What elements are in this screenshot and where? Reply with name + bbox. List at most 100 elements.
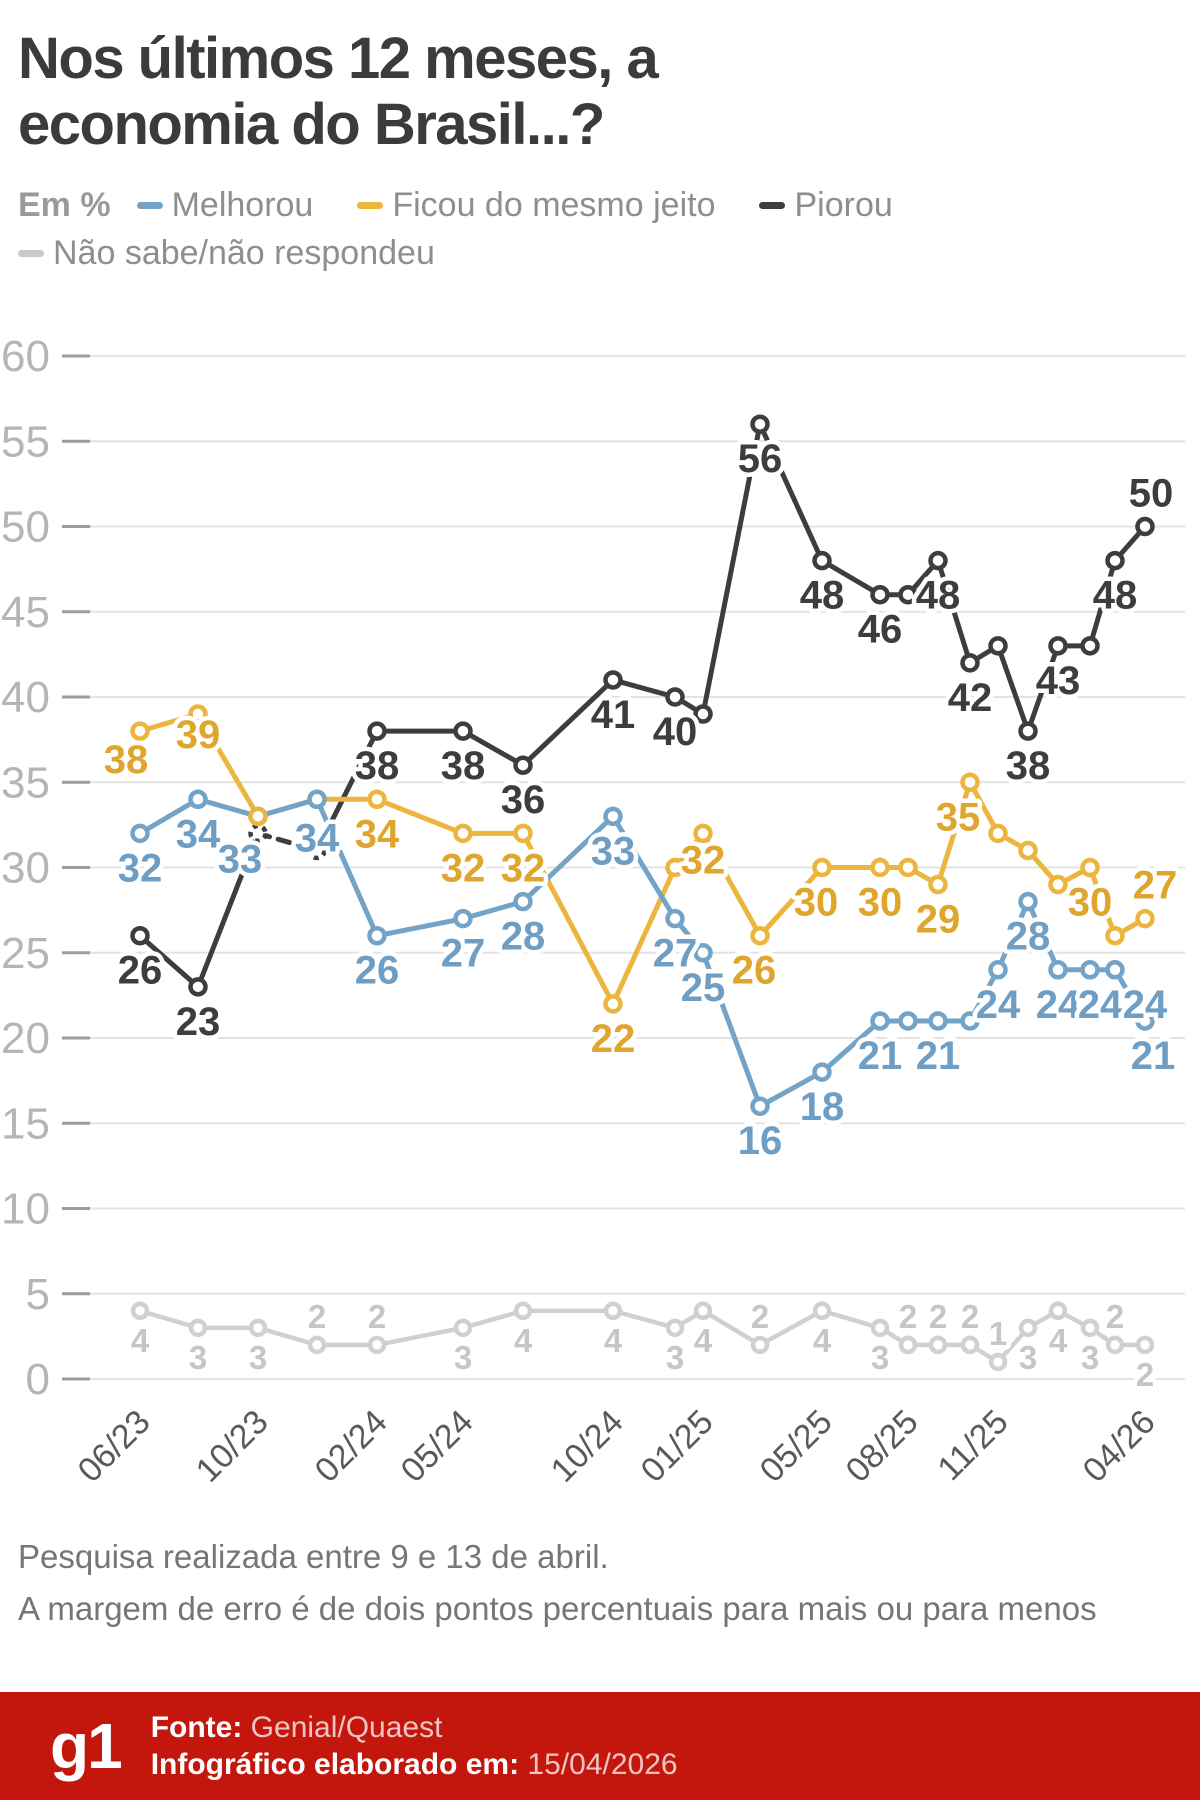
series-line-segment (1087, 558, 1118, 649)
data-point-marker (513, 891, 533, 912)
y-axis-label: 20 (1, 1014, 50, 1063)
data-point-marker (1135, 908, 1155, 929)
data-point-label: 28 (501, 915, 546, 959)
data-point-marker (693, 704, 713, 724)
data-point-marker (665, 1318, 685, 1338)
y-axis-label: 35 (1, 758, 50, 807)
data-point-marker (812, 857, 832, 878)
data-point-label: 46 (858, 608, 903, 652)
data-point-marker (870, 1011, 890, 1031)
y-axis-label: 15 (1, 1099, 50, 1148)
data-point-label: 27 (653, 932, 698, 976)
data-point-label: 32 (501, 846, 546, 890)
data-point-label: 2 (1106, 1298, 1124, 1335)
series-line-segment (1112, 967, 1148, 1024)
series-line-segment (195, 711, 261, 819)
data-point-marker (750, 1096, 770, 1116)
data-point-label: 4 (694, 1322, 713, 1359)
data-point-marker (960, 1335, 980, 1355)
data-point-label: 3 (249, 1339, 267, 1376)
made-line: Infográfico elaborado em: 15/04/2026 (151, 1746, 678, 1783)
series-line-segment (935, 779, 973, 888)
data-point-label: 2 (961, 1298, 979, 1335)
data-point-marker (248, 1318, 268, 1338)
data-point-marker (928, 1011, 948, 1031)
data-point-label: 3 (454, 1339, 472, 1376)
data-point-marker (1018, 721, 1038, 741)
legend-item-nao-sabe: Não sabe/não respondeu (18, 234, 435, 273)
data-point-marker (1135, 1335, 1155, 1355)
data-point-label: 3 (189, 1339, 207, 1376)
series-line-segment (460, 899, 526, 922)
page-title: Nos últimos 12 meses, a economia do Bras… (18, 26, 659, 158)
series-nao-sabe (130, 1301, 1155, 1372)
data-point-marker (1080, 857, 1100, 878)
series-line-segment (374, 1325, 466, 1348)
series-line-segment (520, 830, 616, 1007)
series-line-segment (137, 796, 201, 836)
data-point-marker (750, 414, 770, 434)
data-point-label: 56 (738, 437, 783, 481)
data-point-label: 38 (441, 744, 486, 788)
data-point-marker (307, 840, 327, 861)
data-point-marker (513, 823, 533, 844)
data-point-marker (1105, 960, 1125, 980)
data-point-marker (188, 977, 208, 997)
data-point-marker (130, 721, 150, 741)
x-axis-label: 06/23 (71, 1403, 158, 1490)
data-point-marker (1018, 840, 1038, 861)
data-point-marker (750, 925, 770, 946)
y-axis-label: 10 (1, 1185, 50, 1234)
data-point-label: 28 (1006, 915, 1051, 959)
data-point-label: 3 (666, 1339, 684, 1376)
legend-dash-icon (759, 202, 786, 209)
data-point-label: 25 (681, 966, 726, 1010)
series-line-segment (374, 916, 466, 939)
data-point-label: 21 (916, 1034, 961, 1078)
data-point-marker (870, 857, 890, 878)
data-point-marker (1018, 891, 1038, 912)
data-point-marker (1048, 874, 1068, 895)
data-point-label: 34 (355, 812, 400, 856)
data-point-marker (988, 960, 1008, 980)
legend-item-label: Piorou (794, 186, 893, 224)
data-point-marker (665, 908, 685, 929)
data-point-marker (1018, 1318, 1038, 1338)
title-line-2: economia do Brasil...? (18, 92, 605, 157)
series-line-segment (520, 677, 616, 768)
data-point-marker (367, 925, 387, 946)
data-point-label: 32 (681, 838, 726, 882)
data-point-label: 48 (916, 574, 961, 618)
data-point-marker (960, 1011, 980, 1031)
data-point-marker (453, 908, 473, 929)
data-point-marker (1135, 1011, 1155, 1031)
data-point-label: 3 (871, 1339, 889, 1376)
data-point-label: 27 (441, 932, 486, 976)
x-axis-label: 02/24 (308, 1403, 395, 1490)
data-point-marker (248, 823, 268, 844)
data-point-marker (307, 789, 327, 810)
survey-period-note: Pesquisa realizada entre 9 e 13 de abril… (18, 1538, 609, 1575)
data-point-label: 33 (218, 837, 263, 881)
data-point-label: 4 (131, 1322, 150, 1359)
series-ficou (130, 704, 1155, 1014)
series-line-segment (700, 950, 763, 1109)
data-point-marker (898, 857, 918, 878)
series-line-segment (195, 796, 261, 819)
data-point-label: 2 (1136, 1356, 1154, 1393)
series-line-segment (1025, 899, 1061, 973)
data-point-marker (665, 687, 685, 707)
source-label: Fonte: (150, 1711, 243, 1744)
data-point-label: 23 (176, 1000, 221, 1044)
x-axis-label: 05/24 (394, 1403, 481, 1490)
data-point-marker (750, 1335, 770, 1355)
legend-item-label: Melhorou (171, 186, 314, 224)
series-line-segment (314, 796, 380, 939)
data-point-marker (665, 857, 685, 878)
y-axis-label: 0 (26, 1355, 50, 1404)
source-line: Fonte: Genial/Quaest (151, 1709, 678, 1746)
source-value: Genial/Quaest (250, 1711, 443, 1744)
series-line-segment (255, 796, 320, 819)
legend-dash-icon (357, 202, 384, 209)
